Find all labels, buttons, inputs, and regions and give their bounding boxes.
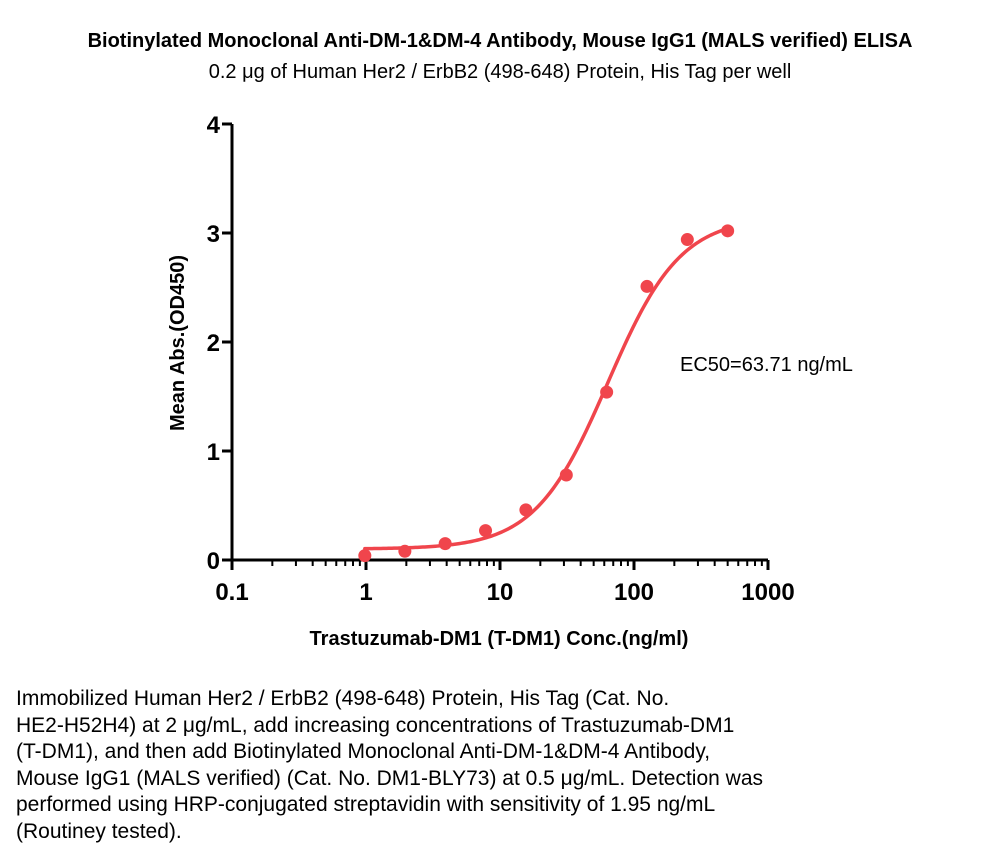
y-axis-label: Mean Abs.(OD450) bbox=[167, 255, 189, 431]
chart-title: Biotinylated Monoclonal Anti-DM-1&DM-4 A… bbox=[87, 30, 913, 52]
data-point bbox=[519, 503, 533, 517]
data-point bbox=[680, 233, 694, 247]
data-point bbox=[358, 549, 372, 563]
ec50-annotation: EC50=63.71 ng/mL bbox=[680, 354, 853, 376]
caption-line: Immobilized Human Her2 / ErbB2 (498-648)… bbox=[16, 687, 670, 710]
data-point bbox=[600, 385, 614, 399]
y-tick-label: 2 bbox=[207, 330, 220, 357]
elisa-chart: 0 1 2 3 4 0.1 1 10 100 1000 EC50=63.71 ng/mL Tras… bbox=[167, 112, 853, 650]
caption-line: Mouse IgG1 (MALS verified) (Cat. No. DM1… bbox=[16, 766, 763, 790]
y-tick-label: 3 bbox=[207, 221, 220, 248]
x-tick-label: 0.1 bbox=[215, 579, 248, 606]
y-tick-label: 0 bbox=[207, 548, 220, 575]
fit-curve bbox=[363, 226, 730, 551]
figure-caption: Immobilized Human Her2 / ErbB2 (498-648)… bbox=[16, 686, 976, 845]
data-point bbox=[398, 544, 412, 558]
x-axis-label: Trastuzumab-DM1 (T-DM1) Conc.(ng/ml) bbox=[310, 628, 689, 650]
data-point bbox=[479, 524, 493, 538]
caption-line: performed using HRP-conjugated streptavi… bbox=[16, 793, 716, 816]
x-tick-label: 1000 bbox=[741, 579, 794, 606]
data-point bbox=[640, 279, 654, 293]
chart-subtitle: 0.2 μg of Human Her2 / ErbB2 (498-648) P… bbox=[208, 61, 792, 83]
caption-line: (T-DM1), and then add Biotinylated Monoc… bbox=[16, 740, 711, 763]
data-point bbox=[721, 224, 735, 238]
y-tick-label: 1 bbox=[207, 439, 220, 466]
x-tick-label: 100 bbox=[614, 579, 654, 606]
data-points bbox=[358, 224, 735, 563]
y-tick-label: 4 bbox=[207, 112, 221, 139]
axes bbox=[230, 124, 768, 562]
caption-line: (Routiney tested). bbox=[16, 819, 182, 843]
data-point bbox=[438, 537, 452, 551]
data-point bbox=[559, 468, 573, 482]
caption-line: HE2-H52H4) at 2 μg/mL, add increasing co… bbox=[16, 713, 735, 737]
x-tick-label: 1 bbox=[359, 579, 372, 606]
x-tick-label: 10 bbox=[487, 579, 514, 606]
